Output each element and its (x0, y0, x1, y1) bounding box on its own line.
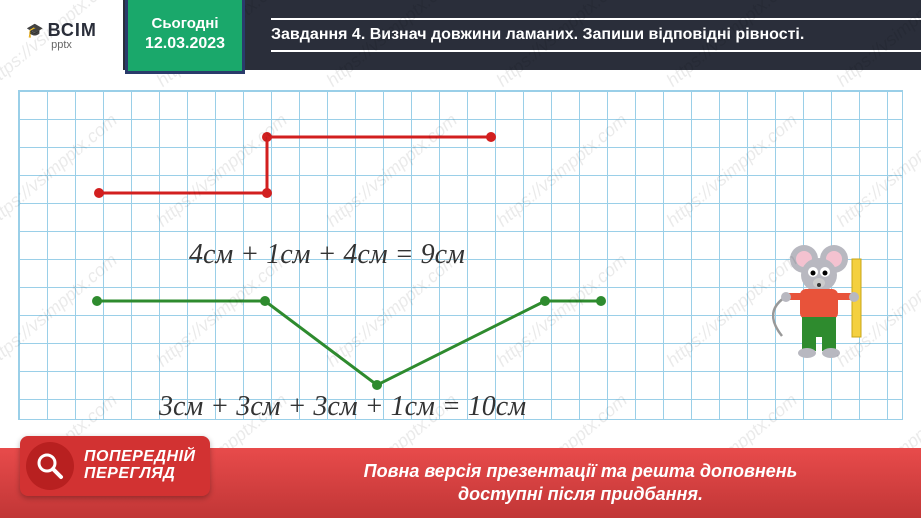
graduation-cap-icon: 🎓 (26, 22, 43, 39)
grid-canvas: 4см + 1см + 4см = 9см 3см + 3см + 3см + … (18, 90, 903, 420)
date-block: Сьогодні 12.03.2023 (125, 0, 245, 74)
equation-2: 3см + 3см + 3см + 1см = 10см (159, 391, 526, 423)
date-value: 12.03.2023 (145, 35, 225, 53)
logo-block: 🎓 ВСІМ pptx (0, 0, 125, 70)
footer-line-2: доступні після придбання. (240, 483, 921, 506)
footer-line-1: Повна версія презентації та решта доповн… (240, 460, 921, 483)
mouse-character (772, 241, 872, 371)
task-header: Завдання 4. Визнач довжини ламаних. Запи… (245, 0, 921, 70)
magnifier-icon (26, 442, 74, 490)
logo-brand: ВСІМ (48, 20, 97, 41)
task-text: Завдання 4. Визнач довжини ламаних. Запи… (271, 26, 804, 43)
preview-line-2: ПЕРЕГЛЯД (84, 466, 196, 483)
preview-text: ПОПЕРЕДНІЙ ПЕРЕГЛЯД (84, 449, 196, 483)
date-label: Сьогодні (152, 15, 219, 32)
preview-line-1: ПОПЕРЕДНІЙ (84, 449, 196, 466)
logo-subtext: pptx (51, 39, 72, 51)
header: 🎓 ВСІМ pptx Сьогодні 12.03.2023 Завдання… (0, 0, 921, 70)
preview-badge: ПОПЕРЕДНІЙ ПЕРЕГЛЯД (20, 436, 210, 496)
equation-1: 4см + 1см + 4см = 9см (189, 239, 465, 271)
